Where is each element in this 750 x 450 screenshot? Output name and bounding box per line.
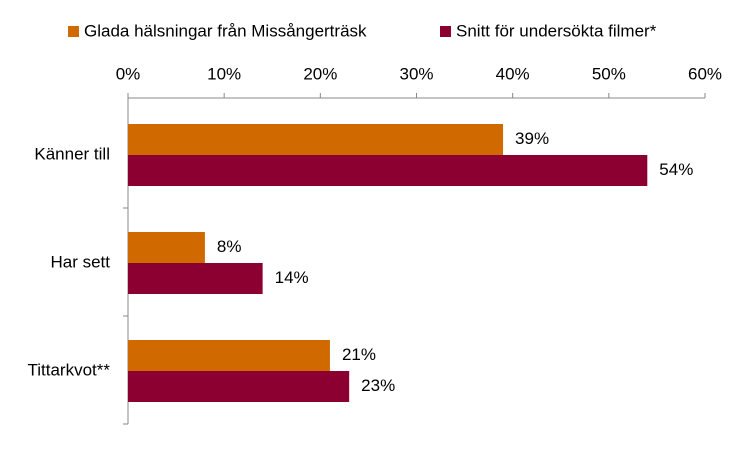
bar (128, 340, 330, 371)
bar (128, 155, 648, 186)
legend-label: Glada hälsningar från Missångerträsk (84, 21, 367, 40)
x-tick-label: 50% (592, 64, 626, 83)
legend-swatch (68, 26, 79, 37)
y-tick-label: Tittarkvot** (27, 360, 110, 379)
value-label: 54% (659, 160, 693, 179)
x-tick-label: 10% (207, 64, 241, 83)
x-tick-label: 20% (303, 64, 337, 83)
y-tick-label: Har sett (50, 252, 110, 271)
value-label: 23% (361, 376, 395, 395)
x-tick-label: 30% (399, 64, 433, 83)
value-label: 14% (275, 268, 309, 287)
bar (128, 371, 350, 402)
bar (128, 263, 263, 294)
value-label: 21% (342, 345, 376, 364)
legend-swatch (440, 26, 451, 37)
x-tick-label: 0% (116, 64, 141, 83)
bar (128, 124, 504, 155)
value-label: 8% (217, 237, 242, 256)
x-tick-label: 40% (496, 64, 530, 83)
bar (128, 232, 205, 263)
value-label: 39% (515, 129, 549, 148)
x-tick-label: 60% (688, 64, 722, 83)
legend-label: Snitt för undersökta filmer* (456, 21, 657, 40)
y-tick-label: Känner till (34, 144, 110, 163)
